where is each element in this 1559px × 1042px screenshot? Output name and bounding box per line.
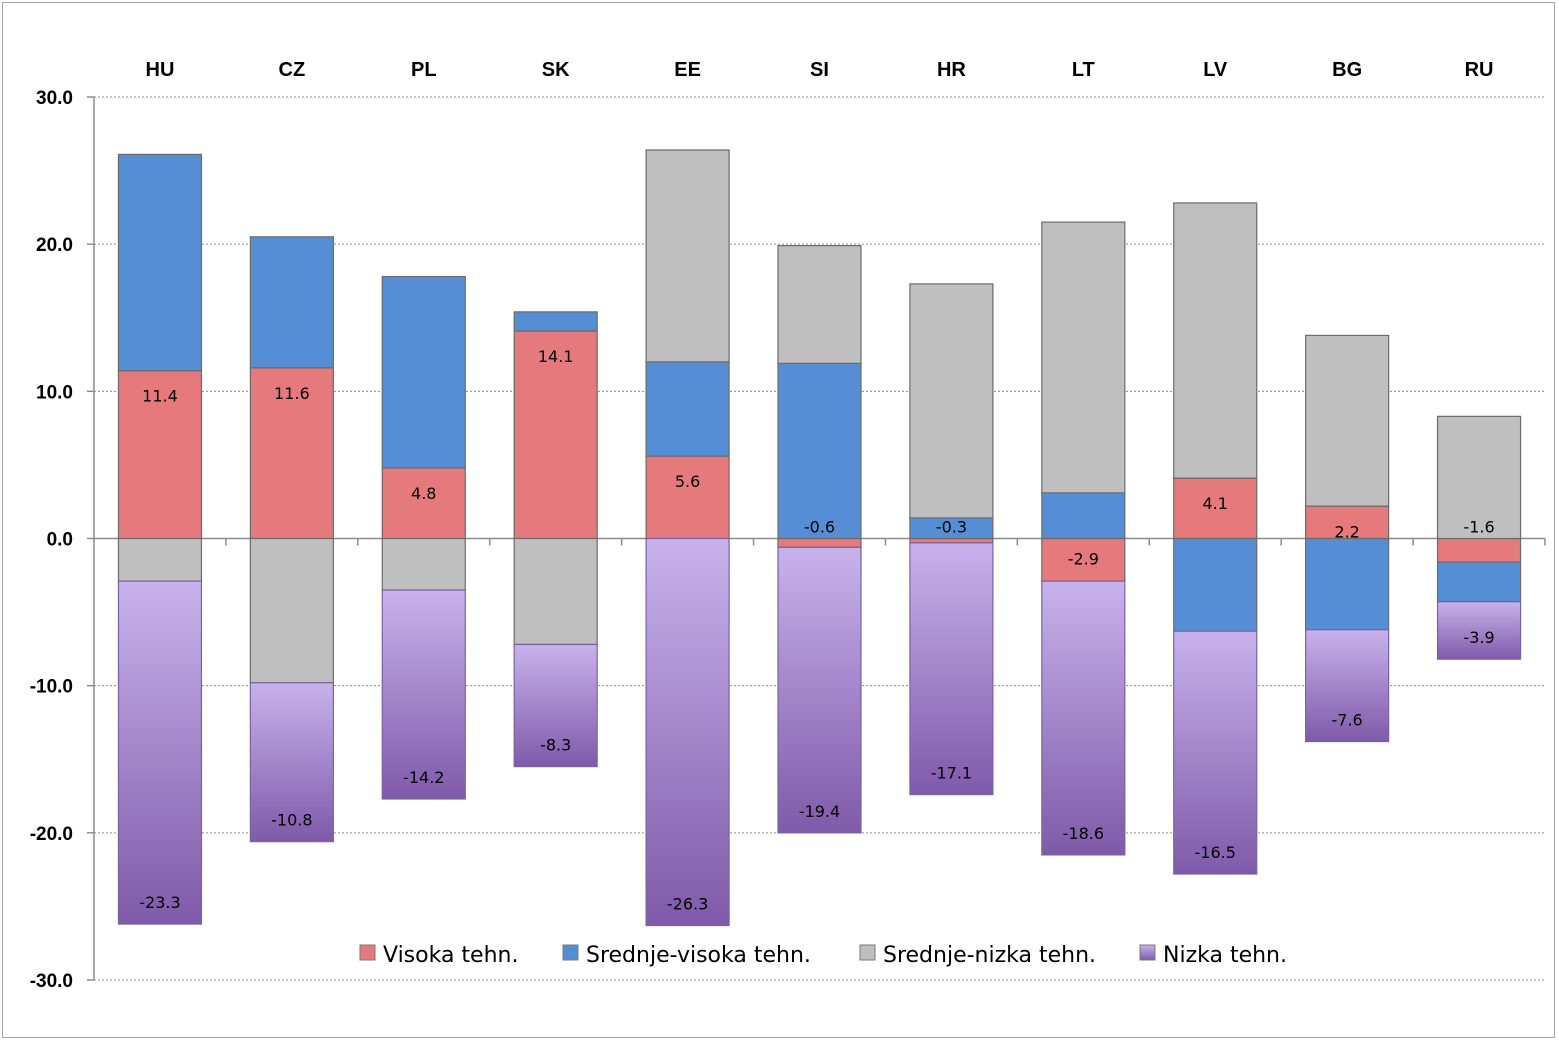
bar-segment-srednje-nizka-tehn--pl [381, 537, 466, 591]
bar-segment-nizka-tehn--sk [513, 643, 598, 768]
bar-segment-nizka-tehn--ru [1436, 601, 1522, 660]
bar-segment-srednje-visoka-tehn--hu [117, 153, 203, 372]
category-label: HR [937, 59, 966, 81]
category-label: RU [1465, 59, 1494, 81]
bar-segment-visoka-tehn--cz [249, 367, 334, 540]
legend-swatch [359, 944, 376, 961]
bar-segment-srednje-visoka-tehn--si [777, 362, 862, 540]
data-label: -18.6 [1063, 824, 1104, 843]
bar-segment-visoka-tehn--hu [117, 370, 203, 540]
legend: Visoka tehn. Srednje-visoka tehn. Srednje-… [359, 943, 1287, 968]
bar-segment-visoka-tehn--ru [1436, 537, 1522, 563]
bar-segment-srednje-visoka-tehn--ru [1436, 561, 1522, 603]
data-label: -8.3 [540, 736, 571, 755]
bar-segment-srednje-nizka-tehn--cz [249, 537, 334, 684]
legend-swatch [562, 944, 579, 961]
data-label: -0.3 [936, 518, 967, 537]
y-tick-label: 0.0 [47, 530, 73, 551]
bar-segment-visoka-tehn--si [777, 537, 862, 548]
bar-segment-srednje-visoka-tehn--bg [1305, 537, 1390, 631]
y-tick-label: 30.0 [36, 88, 73, 109]
bar-segment-srednje-visoka-tehn--ee [645, 361, 730, 457]
data-label: -1.6 [1463, 518, 1494, 537]
bar-segment-nizka-tehn--cz [249, 682, 334, 843]
data-label: 4.1 [1203, 494, 1228, 513]
legend-label: Srednje-visoka tehn. [586, 943, 811, 968]
bar-segment-srednje-nizka-tehn--hu [117, 537, 203, 582]
data-label: -2.9 [1068, 550, 1099, 569]
y-tick-label: -20.0 [30, 824, 73, 845]
category-label: LT [1072, 59, 1095, 81]
data-label: -23.3 [139, 893, 180, 912]
bar-segment-srednje-visoka-tehn--pl [381, 275, 466, 469]
data-label: 11.4 [142, 387, 178, 406]
bars [117, 149, 1522, 927]
category-label: SK [542, 59, 570, 81]
bar-segment-nizka-tehn--pl [381, 589, 466, 800]
legend-swatch [1139, 944, 1156, 961]
category-label: BG [1332, 59, 1362, 81]
bar-segment-srednje-visoka-tehn--sk [513, 311, 598, 332]
bar-segment-nizka-tehn--si [777, 546, 862, 834]
data-label: -0.6 [804, 518, 835, 537]
data-label: 5.6 [675, 472, 700, 491]
bar-segment-srednje-nizka-tehn--ru [1436, 415, 1522, 540]
bar-segment-visoka-tehn--hr [909, 537, 994, 544]
bar-segment-srednje-visoka-tehn--lv [1173, 537, 1258, 632]
data-label: -16.5 [1195, 843, 1236, 862]
bar-segment-srednje-nizka-tehn--lt [1041, 221, 1126, 494]
y-tick-label: -30.0 [30, 971, 73, 992]
bar-segment-nizka-tehn--lt [1041, 580, 1126, 856]
bar-segment-visoka-tehn--pl [381, 467, 466, 540]
bar-segment-srednje-nizka-tehn--lv [1173, 202, 1258, 479]
data-labels: 11.4 -23.3 11.6 -10.8 4.8 -14.2 14.1 -8.3 5.6 -26… [139, 347, 1494, 914]
y-tick-label: 10.0 [36, 382, 73, 403]
bar-segment-nizka-tehn--lv [1173, 630, 1258, 875]
data-label: -17.1 [931, 764, 972, 783]
data-label: -19.4 [799, 802, 840, 821]
gridlines [94, 96, 1545, 981]
category-label: CZ [279, 59, 306, 81]
bar-segment-srednje-nizka-tehn--sk [513, 537, 598, 646]
data-label: -26.3 [667, 895, 708, 914]
category-label: HU [146, 59, 175, 81]
data-label: -10.8 [271, 811, 312, 830]
legend-swatch [859, 944, 876, 961]
bar-segment-srednje-nizka-tehn--bg [1305, 334, 1390, 507]
bar-segment-visoka-tehn--sk [513, 330, 598, 540]
legend-label: Srednje-nizka tehn. [883, 943, 1096, 968]
bar-segment-visoka-tehn--bg [1305, 505, 1390, 540]
data-label: 11.6 [274, 384, 310, 403]
bar-segment-srednje-nizka-tehn--si [777, 245, 862, 364]
bar-segment-nizka-tehn--hu [117, 580, 203, 925]
y-tick-label: 20.0 [36, 235, 73, 256]
category-label: LV [1203, 59, 1228, 81]
legend-label: Nizka tehn. [1163, 943, 1287, 968]
data-label: 14.1 [538, 347, 574, 366]
bar-segment-srednje-nizka-tehn--ee [645, 149, 730, 363]
bar-segment-nizka-tehn--hr [909, 542, 994, 796]
data-label: 2.2 [1334, 523, 1359, 542]
data-label: -7.6 [1332, 711, 1363, 730]
category-label: PL [411, 59, 437, 81]
data-label: 4.8 [411, 484, 436, 503]
data-label: -14.2 [403, 768, 444, 787]
bar-segment-visoka-tehn--lv [1173, 477, 1258, 540]
y-tick-label: -10.0 [30, 677, 73, 698]
category-label: SI [810, 59, 829, 81]
legend-label: Visoka tehn. [383, 943, 518, 968]
bar-segment-nizka-tehn--ee [645, 537, 730, 927]
bar-segment-visoka-tehn--lt [1041, 537, 1126, 582]
bar-segment-visoka-tehn--ee [645, 455, 730, 540]
bar-segment-srednje-visoka-tehn--lt [1041, 492, 1126, 540]
data-label: -3.9 [1463, 628, 1494, 647]
category-label: EE [674, 59, 701, 81]
bar-segment-srednje-visoka-tehn--cz [249, 236, 334, 369]
bar-segment-nizka-tehn--bg [1305, 629, 1390, 743]
bar-segment-srednje-nizka-tehn--hr [909, 283, 994, 519]
